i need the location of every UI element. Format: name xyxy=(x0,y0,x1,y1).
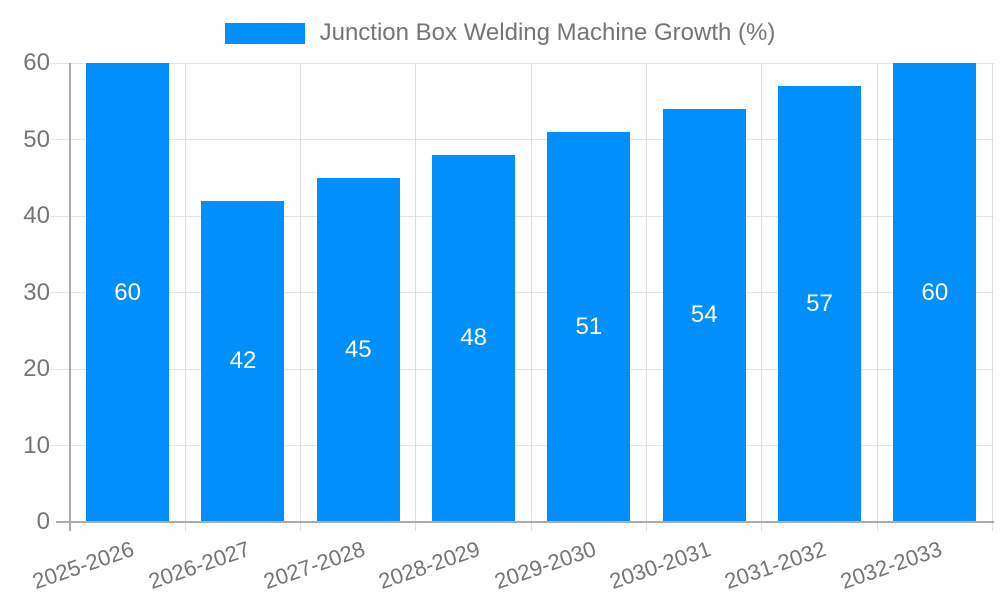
bar-value-label: 60 xyxy=(921,278,949,306)
bar-value-label: 42 xyxy=(229,347,257,375)
x-axis-label: 2032-2033 xyxy=(837,536,945,594)
bar[interactable] xyxy=(662,108,746,522)
y-axis-tick-label: 60 xyxy=(23,49,50,76)
x-gridline xyxy=(761,63,763,531)
x-gridline xyxy=(415,63,417,531)
y-gridline xyxy=(50,215,994,217)
x-gridline xyxy=(300,63,302,531)
y-axis-tick-label: 50 xyxy=(23,125,50,153)
x-gridline xyxy=(530,63,532,531)
bar-value-label: 57 xyxy=(806,289,833,317)
bar-value-label: 51 xyxy=(575,312,603,340)
y-axis-line xyxy=(69,63,71,531)
bar[interactable] xyxy=(893,63,977,522)
legend-label: Junction Box Welding Machine Growth (%) xyxy=(319,19,776,46)
x-axis-label: 2027-2028 xyxy=(260,536,369,594)
x-axis-label: 2031-2032 xyxy=(721,536,830,594)
bar[interactable] xyxy=(86,63,170,522)
legend[interactable]: Junction Box Welding Machine Growth (%) xyxy=(0,19,1000,47)
bar[interactable] xyxy=(201,200,285,522)
x-axis-label: 2026-2027 xyxy=(145,536,253,594)
x-axis-label: 2025-2026 xyxy=(29,536,138,594)
x-gridline xyxy=(646,63,648,531)
legend-swatch[interactable] xyxy=(224,22,305,44)
x-axis-line xyxy=(56,521,994,523)
y-axis-tick-label: 40 xyxy=(23,202,50,229)
bar-value-label: 60 xyxy=(114,278,142,306)
y-gridline xyxy=(50,139,994,140)
bar[interactable] xyxy=(547,131,631,522)
bar-value-label: 54 xyxy=(690,301,718,329)
x-axis-label: 2030-2031 xyxy=(606,536,715,594)
y-axis-tick-label: 30 xyxy=(23,278,50,306)
bar[interactable] xyxy=(432,154,516,522)
x-axis-label: 2029-2030 xyxy=(491,536,599,594)
y-axis-tick-label: 10 xyxy=(23,431,50,459)
x-gridline xyxy=(992,63,993,531)
y-axis-tick-label: 20 xyxy=(23,355,50,382)
x-gridline xyxy=(876,63,878,531)
y-axis-tick-label: 0 xyxy=(36,508,50,535)
y-gridline xyxy=(50,445,994,446)
bar-value-label: 45 xyxy=(344,335,372,363)
y-gridline xyxy=(50,62,994,64)
bar[interactable] xyxy=(316,177,400,522)
bar[interactable] xyxy=(778,85,862,522)
x-gridline xyxy=(184,63,186,531)
x-axis-label: 2028-2029 xyxy=(375,536,484,594)
y-gridline xyxy=(50,368,994,370)
y-gridline xyxy=(50,292,994,293)
bar-value-label: 48 xyxy=(460,324,487,352)
